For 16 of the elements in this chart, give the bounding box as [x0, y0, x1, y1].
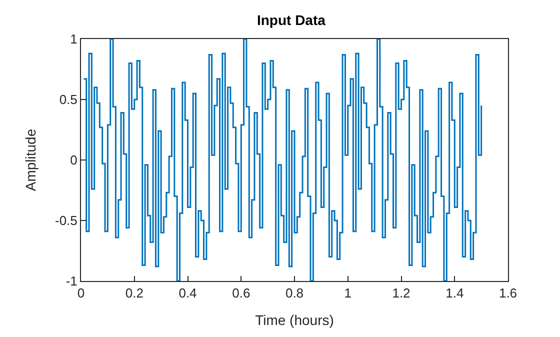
x-tick-label: 1 — [344, 286, 352, 301]
y-tick-label: -1 — [66, 274, 78, 289]
x-tick-label: 1.2 — [392, 286, 410, 301]
x-tick-label: 0.4 — [178, 286, 197, 301]
x-tick-label: 0.6 — [232, 286, 250, 301]
x-tick-label: 0.8 — [285, 286, 304, 301]
y-axis-title: Amplitude — [22, 128, 39, 192]
x-tick-label: 1.6 — [498, 286, 518, 301]
x-tick-label: 1.4 — [446, 286, 464, 301]
y-tick-label: 0.5 — [59, 92, 78, 108]
y-tick-label: -0.5 — [54, 213, 78, 228]
chart-title: Input Data — [256, 12, 326, 28]
x-axis-title: Time (hours) — [255, 312, 334, 328]
x-tick-label: 0.2 — [125, 286, 144, 301]
y-tick-label: 0 — [70, 152, 78, 168]
y-tick-label: 1 — [70, 32, 78, 47]
